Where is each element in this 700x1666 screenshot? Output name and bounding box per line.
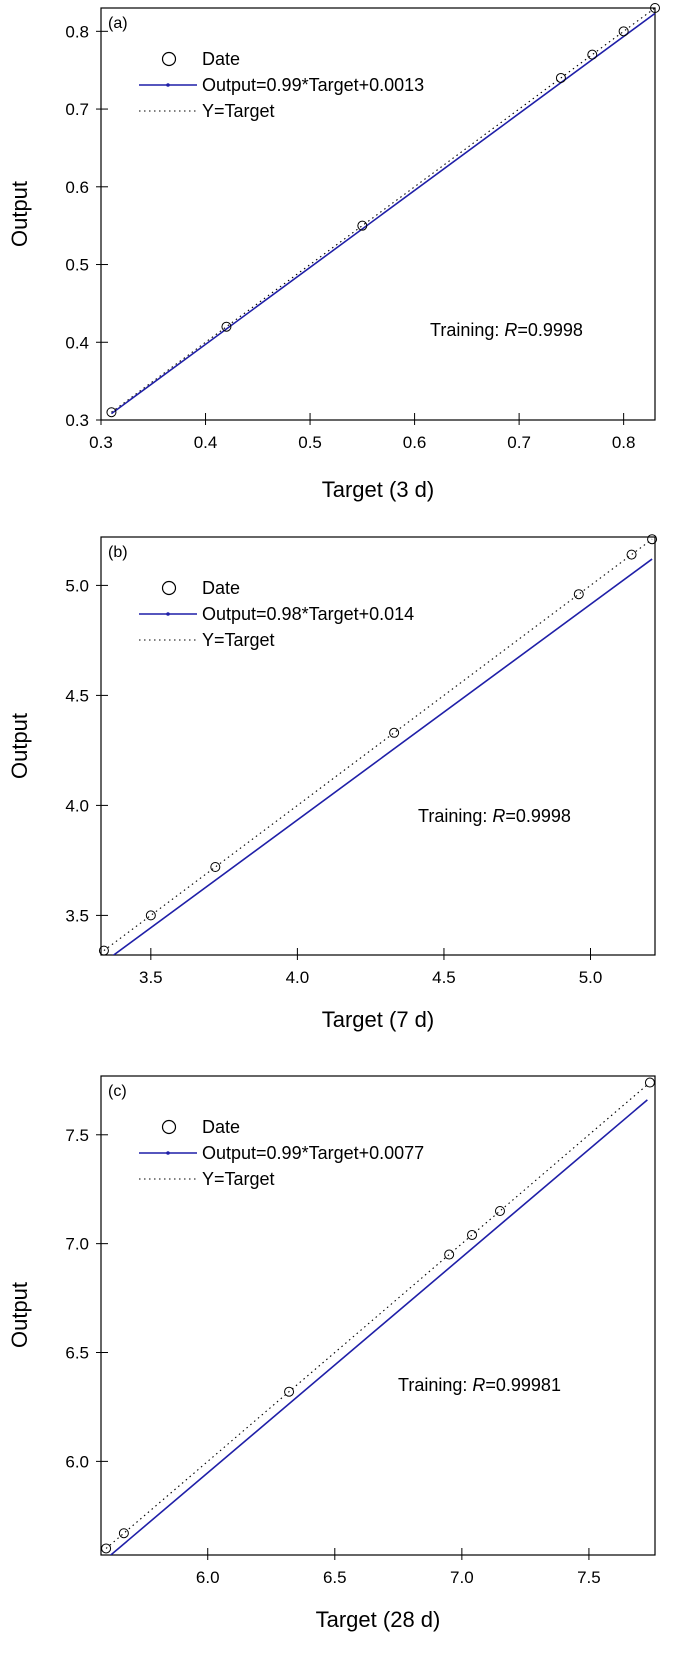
y-tick-label: 0.5 [65, 256, 89, 275]
chart-panel-a: (a) 0.3 0.4 0.5 0.6 0.7 0.8 0.3 0.4 0.5 0.6 0.7 0.8 T… [7, 3, 660, 502]
y-tick-label: 0.7 [65, 100, 89, 119]
annotation-value: =0.9998 [505, 806, 571, 826]
annotation-prefix: Training: [418, 806, 492, 826]
data-point [389, 727, 400, 738]
data-point [626, 549, 637, 560]
training-r-annotation: Training: R=0.9998 [418, 806, 571, 826]
x-tick-label: 6.5 [323, 1568, 347, 1587]
panel-label: (a) [108, 15, 128, 32]
annotation-value: =0.9998 [517, 320, 583, 340]
x-axis-label: Target (3 d) [322, 477, 435, 502]
legend-label-target: Y=Target [202, 101, 275, 121]
training-r-annotation: Training: R=0.9998 [430, 320, 583, 340]
x-tick-label: 0.8 [612, 433, 636, 452]
data-point [221, 321, 232, 332]
x-tick-label: 5.0 [579, 968, 603, 987]
data-point [106, 407, 117, 418]
data-point [118, 1528, 129, 1539]
y-equals-target-line [103, 538, 653, 952]
data-point [284, 1386, 295, 1397]
fit-line [109, 1099, 648, 1555]
x-tick-label: 3.5 [139, 968, 163, 987]
annotation-variable: R [492, 806, 505, 826]
y-axis-label: Output [7, 1282, 32, 1348]
data-point [587, 49, 598, 60]
data-point [618, 26, 629, 37]
data-point [647, 534, 658, 545]
y-equals-target-line [105, 1084, 648, 1549]
plot-frame [100, 536, 656, 956]
x-tick-label: 0.4 [194, 433, 218, 452]
data-point [494, 1205, 505, 1216]
y-tick-label: 6.5 [65, 1344, 89, 1363]
panel-label: (c) [108, 1083, 127, 1100]
data-point [650, 3, 660, 13]
y-tick-label: 0.3 [65, 411, 89, 430]
data-point [555, 72, 566, 83]
legend-label-fit: Output=0.99*Target+0.0013 [202, 75, 424, 95]
legend-marker-date [161, 1119, 177, 1135]
legend-label-date: Date [202, 578, 240, 598]
x-tick-label: 6.0 [196, 1568, 220, 1587]
legend-label-date: Date [202, 49, 240, 69]
legend-dot-fit [166, 83, 170, 87]
annotation-value: =0.99981 [485, 1375, 561, 1395]
x-tick-label: 0.3 [89, 433, 113, 452]
data-point [644, 1077, 655, 1088]
chart-panel-b: (b) 3.5 4.0 4.5 5.0 3.5 4.0 4.5 5.0 Target (7 d) O… [7, 534, 658, 1032]
plot-frame [100, 7, 656, 421]
training-r-annotation: Training: R=0.99981 [398, 1375, 561, 1395]
legend-label-fit: Output=0.98*Target+0.014 [202, 604, 414, 624]
legend-dot-fit [166, 1151, 170, 1155]
x-tick-label: 4.5 [432, 968, 456, 987]
fit-line [112, 558, 653, 955]
x-tick-label: 0.5 [298, 433, 322, 452]
legend-marker-date [161, 51, 177, 67]
y-axis-label: Output [7, 713, 32, 779]
data-point [444, 1249, 455, 1260]
chart-panel-c: (c) 6.0 6.5 7.0 7.5 6.0 6.5 7.0 7.5 Target (28 d)… [7, 1075, 656, 1632]
y-tick-label: 4.5 [65, 686, 89, 705]
data-point [98, 945, 109, 956]
data-point [573, 589, 584, 600]
y-tick-label: 3.5 [65, 906, 89, 925]
fit-line [110, 12, 655, 415]
y-tick-label: 6.0 [65, 1452, 89, 1471]
panel-label: (b) [108, 544, 128, 561]
y-tick-label: 5.0 [65, 576, 89, 595]
y-tick-label: 4.0 [65, 796, 89, 815]
plot-frame [100, 1075, 656, 1556]
data-point [467, 1229, 478, 1240]
legend-label-date: Date [202, 1117, 240, 1137]
y-tick-label: 0.8 [65, 22, 89, 41]
y-tick-label: 0.6 [65, 178, 89, 197]
y-tick-label: 7.5 [65, 1126, 89, 1145]
x-axis-label: Target (7 d) [322, 1007, 435, 1032]
y-axis-label: Output [7, 181, 32, 247]
x-axis-label: Target (28 d) [316, 1607, 441, 1632]
annotation-variable: R [504, 320, 517, 340]
x-tick-label: 0.7 [507, 433, 531, 452]
y-tick-label: 0.4 [65, 333, 89, 352]
legend-dot-fit [166, 612, 170, 616]
x-tick-label: 4.0 [286, 968, 310, 987]
x-tick-label: 7.0 [450, 1568, 474, 1587]
annotation-prefix: Training: [398, 1375, 472, 1395]
y-equals-target-line [111, 8, 655, 413]
annotation-prefix: Training: [430, 320, 504, 340]
x-tick-label: 7.5 [577, 1568, 601, 1587]
y-tick-label: 7.0 [65, 1235, 89, 1254]
data-point [357, 220, 368, 231]
annotation-variable: R [472, 1375, 485, 1395]
legend-label-target: Y=Target [202, 1169, 275, 1189]
legend-label-fit: Output=0.99*Target+0.0077 [202, 1143, 424, 1163]
data-point [101, 1543, 112, 1554]
data-point [210, 862, 221, 872]
data-point [145, 910, 156, 921]
legend-marker-date [161, 580, 177, 596]
x-tick-label: 0.6 [403, 433, 427, 452]
legend-label-target: Y=Target [202, 630, 275, 650]
